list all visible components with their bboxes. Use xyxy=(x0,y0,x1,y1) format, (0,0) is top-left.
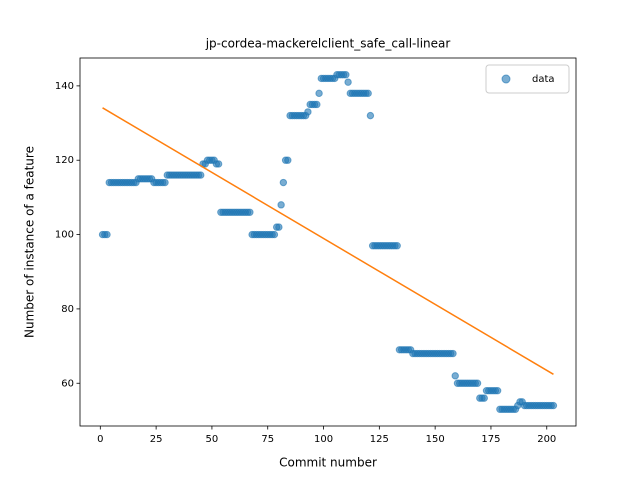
y-tick-label: 60 xyxy=(61,378,74,389)
plot-area xyxy=(98,71,558,413)
x-tick-label: 75 xyxy=(261,434,274,445)
y-tick-label: 100 xyxy=(55,230,74,241)
fit-line xyxy=(102,107,554,375)
x-axis-label: Commit number xyxy=(279,456,377,470)
data-point xyxy=(473,379,482,387)
y-axis-label: Number of instance of a feature xyxy=(23,146,37,338)
x-tick-label: 100 xyxy=(314,434,333,445)
legend-label: data xyxy=(532,74,555,85)
x-tick-label: 150 xyxy=(426,434,445,445)
data-point xyxy=(549,401,558,410)
x-tick-label: 25 xyxy=(150,434,163,445)
data-point xyxy=(304,108,312,116)
x-tick-label: 50 xyxy=(206,434,219,445)
data-point xyxy=(366,111,375,120)
data-point xyxy=(315,89,323,98)
data-point xyxy=(313,100,321,109)
data-point xyxy=(103,230,111,239)
data-point xyxy=(246,208,254,216)
data-point xyxy=(493,386,502,395)
legend-box xyxy=(485,64,570,94)
data-point xyxy=(275,223,283,231)
x-tick-label: 0 xyxy=(97,434,103,445)
x-tick-label: 200 xyxy=(537,434,556,445)
data-point xyxy=(364,89,372,98)
data-point xyxy=(284,156,292,164)
data-point xyxy=(277,201,285,209)
data-point xyxy=(480,394,488,402)
y-tick-label: 80 xyxy=(61,304,74,315)
x-tick-label: 175 xyxy=(481,434,500,445)
chart-title: jp-cordea-mackerelclient_safe_call-linea… xyxy=(205,37,451,51)
y-tick-label: 120 xyxy=(55,155,74,166)
data-point xyxy=(197,171,205,179)
data-point xyxy=(449,349,457,358)
plot-frame xyxy=(79,57,577,427)
data-point xyxy=(451,372,459,380)
x-tick-label: 125 xyxy=(370,434,389,445)
data-point xyxy=(161,178,169,187)
data-point xyxy=(214,160,223,168)
y-tick-label: 140 xyxy=(55,81,74,92)
data-point xyxy=(393,242,401,250)
legend-marker xyxy=(501,74,511,84)
data-point xyxy=(270,230,279,239)
data-point xyxy=(279,178,288,187)
data-point xyxy=(342,71,350,79)
data-point xyxy=(344,78,352,86)
